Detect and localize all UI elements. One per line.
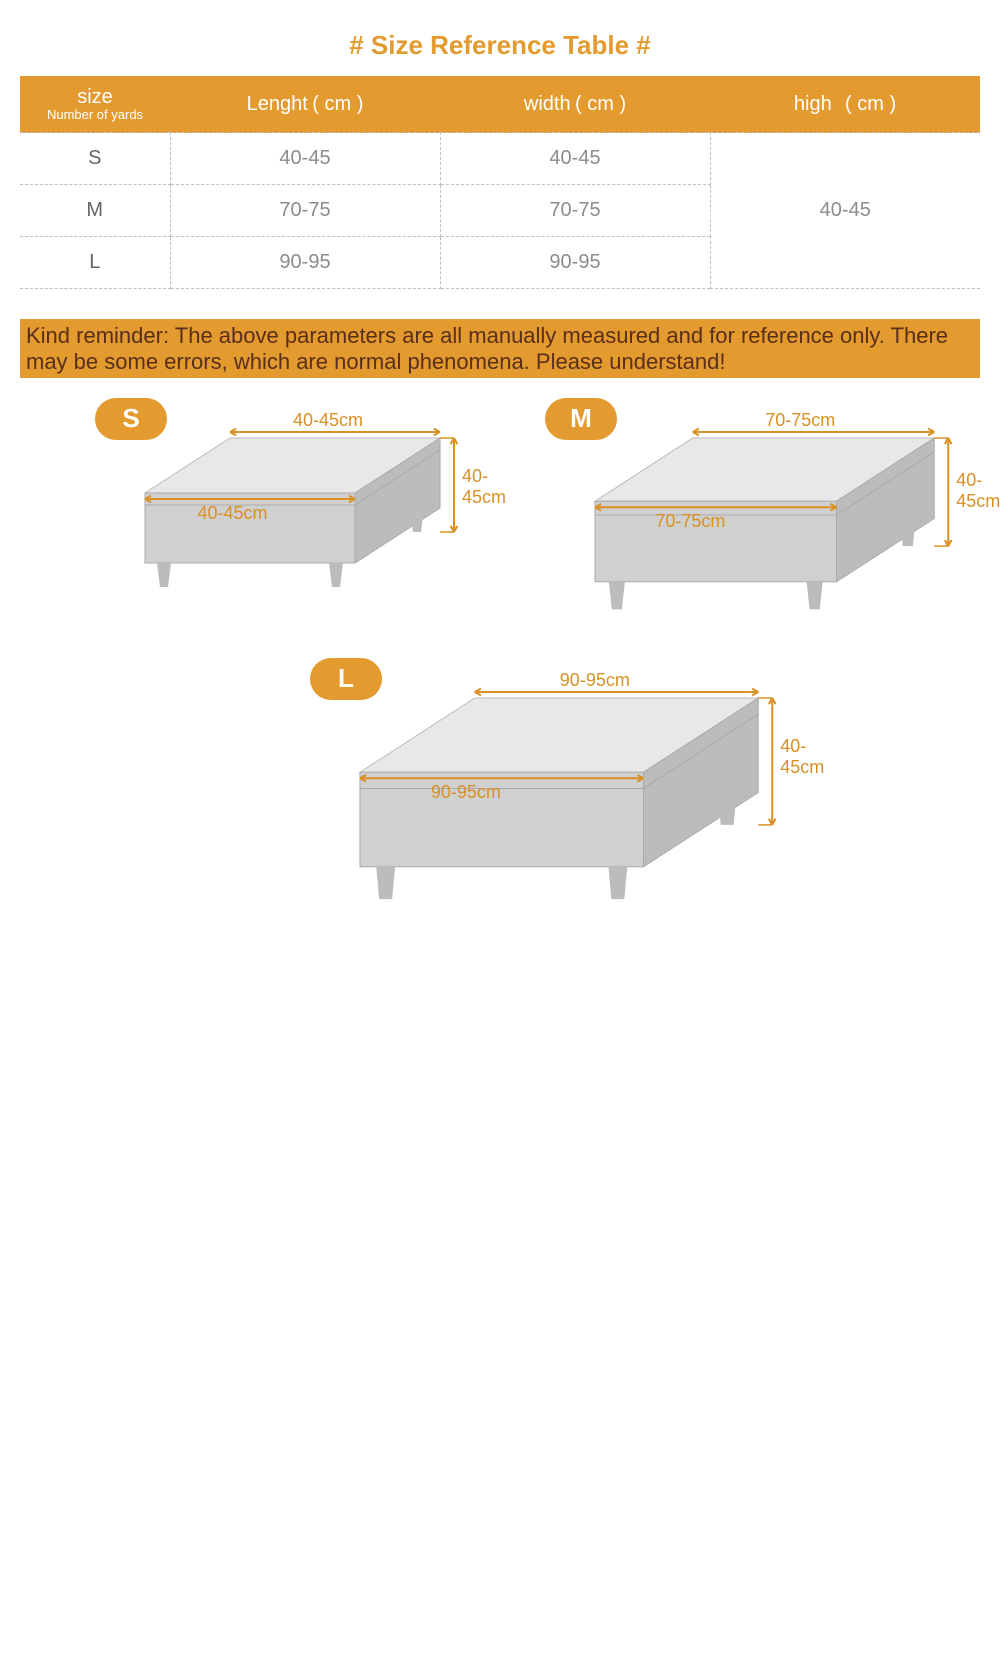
table-row: S40-4540-4540-45 [20,133,980,185]
cell-width: 40-45 [440,133,710,185]
th-length-unit: ( cm ) [312,93,363,115]
cell-width: 90-95 [440,237,710,289]
reminder-text: Kind reminder: The above parameters are … [20,319,980,378]
th-width: width ( cm ) [440,76,710,133]
cell-size: L [20,237,170,289]
cell-high: 40-45 [710,133,980,289]
th-high-unit: ( cm ) [845,93,896,115]
th-width-unit: ( cm ) [575,93,626,115]
cell-width: 70-75 [440,185,710,237]
dim-height: 40-45cm [780,736,848,778]
cell-size: S [20,133,170,185]
dim-height: 40-45cm [462,466,530,508]
th-size: size Number of yards [20,76,170,133]
diagrams-area: S 40-45cm 40-45cm 40-45cmM 70-75cm 70-75… [0,378,1000,978]
size-diagram: S 40-45cm 40-45cm 40-45cm [95,408,530,643]
th-length-label: Lenght [247,93,308,115]
th-length: Lenght ( cm ) [170,76,440,133]
cell-length: 70-75 [170,185,440,237]
th-width-label: width [524,93,571,115]
th-size-sub: Number of yards [24,108,166,122]
size-diagram: M 70-75cm 70-75cm 40-45cm [545,408,1000,662]
dim-height: 40-45cm [956,470,1000,512]
size-table: size Number of yards Lenght ( cm ) width… [20,76,980,289]
size-diagram: L 90-95cm 90-95cm 40-45cm [310,668,848,947]
cell-length: 90-95 [170,237,440,289]
cell-length: 40-45 [170,133,440,185]
table-header-row: size Number of yards Lenght ( cm ) width… [20,76,980,133]
th-high: high ( cm ) [710,76,980,133]
cell-size: M [20,185,170,237]
th-size-main: size [24,86,166,108]
page-title: # Size Reference Table # [0,0,1000,76]
th-high-label: high [794,93,832,115]
